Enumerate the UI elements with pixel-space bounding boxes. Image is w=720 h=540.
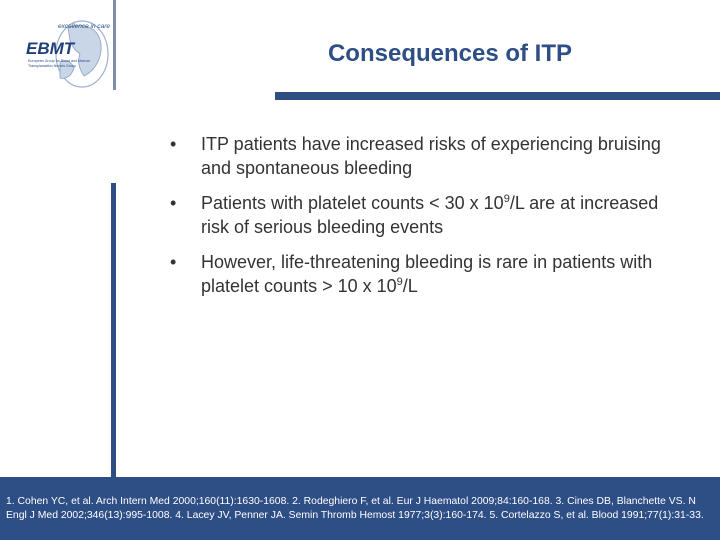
ebmt-logo: excellence in care EBMT European Group f… <box>26 20 110 88</box>
logo-tagline: excellence in care <box>58 23 110 30</box>
bullet-icon: • <box>170 134 177 154</box>
logo-name: EBMT <box>26 39 76 58</box>
bullet-item: • However, life-threatening bleeding is … <box>170 250 690 298</box>
bullet-text-pre: However, life-threatening bleeding is ra… <box>201 252 653 296</box>
bullet-list: • ITP patients have increased risks of e… <box>170 132 690 309</box>
logo-subtitle-1: European Group for Blood and Marrow <box>28 59 90 63</box>
bullet-icon: • <box>170 193 177 213</box>
slide-title: Consequences of ITP <box>327 40 573 67</box>
bullet-text: ITP patients have increased risks of exp… <box>201 134 661 178</box>
bullet-item: • ITP patients have increased risks of e… <box>170 132 690 180</box>
bullet-text-pre: Patients with platelet counts < 30 x 10 <box>201 193 504 213</box>
references-footer: 1. Cohen YC, et al. Arch Intern Med 2000… <box>0 477 720 540</box>
bullet-text-post: /L <box>402 276 418 296</box>
bottom-vertical-rule <box>111 183 116 477</box>
exponent: 9 <box>396 276 403 288</box>
logo-subtitle-2: Transplantation Nurses Group <box>28 64 76 68</box>
bullet-item: • Patients with platelet counts < 30 x 1… <box>170 191 690 239</box>
bullet-text-post: /L are at increased risk of serious blee… <box>201 193 659 237</box>
title-underline-bar <box>275 92 720 100</box>
references-text: 1. Cohen YC, et al. Arch Intern Med 2000… <box>6 496 704 521</box>
bullet-icon: • <box>170 252 177 272</box>
exponent: 9 <box>503 193 510 205</box>
top-vertical-rule <box>113 0 116 90</box>
